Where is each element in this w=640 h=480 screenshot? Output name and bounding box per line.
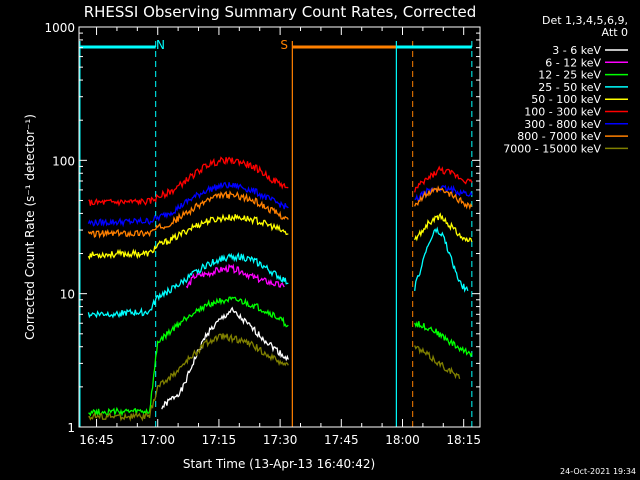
legend-entry-label: 50 - 100 keV — [531, 93, 601, 106]
legend-entry-label: 800 - 7000 keV — [517, 130, 601, 143]
x-tick-label: 17:30 — [263, 433, 298, 447]
legend-entry-label: 12 - 25 keV — [538, 69, 601, 82]
series-line — [161, 306, 289, 410]
series-line — [87, 181, 289, 228]
x-tick-label: 18:00 — [385, 433, 420, 447]
x-tick-label: 17:15 — [202, 433, 237, 447]
x-tick-label: 16:45 — [79, 433, 114, 447]
x-tick-label: 18:15 — [446, 433, 481, 447]
legend-header: Att 0 — [602, 26, 628, 39]
y-tick-label: 1 — [67, 421, 75, 435]
series-line — [87, 213, 289, 261]
legend-header: Det 1,3,4,5,6,9, — [542, 14, 628, 27]
series-line — [87, 251, 289, 319]
series-line — [414, 320, 473, 358]
series-line — [414, 226, 469, 293]
chart-title: RHESSI Observing Summary Count Rates, Co… — [84, 3, 477, 21]
series-line — [414, 184, 473, 202]
flag-label: S — [280, 38, 288, 52]
series-layer — [87, 156, 473, 422]
x-tick-label: 17:45 — [324, 433, 359, 447]
series-line — [185, 263, 285, 289]
series-line — [414, 165, 473, 193]
tick-layer: 16:45 17:00 17:15 17:30 17:45 18:00 18:15 1 10 10… — [44, 21, 481, 447]
plot-frame — [78, 26, 481, 428]
series-line — [88, 156, 289, 207]
legend-entry-label: 3 - 6 keV — [552, 44, 601, 57]
x-tick-label: 17:00 — [140, 433, 175, 447]
series-line — [88, 296, 289, 417]
x-axis-label: Start Time (13-Apr-13 16:40:42) — [183, 457, 375, 471]
y-axis-label: Corrected Count Rate (s⁻¹ detector⁻¹) — [23, 114, 37, 340]
legend-entry-label: 7000 - 15000 keV — [503, 142, 601, 155]
legend-entry-label: 6 - 12 keV — [545, 56, 601, 69]
y-tick-label: 1000 — [44, 21, 75, 35]
series-line — [88, 333, 289, 422]
y-tick-label: 10 — [60, 288, 75, 302]
series-line — [414, 212, 473, 243]
series-line — [414, 345, 461, 380]
legend-entry-label: 100 - 300 keV — [524, 106, 601, 119]
y-tick-label: 100 — [52, 154, 75, 168]
flag-label: N — [156, 38, 165, 52]
series-line — [414, 185, 473, 211]
footer-timestamp: 24-Oct-2021 19:34 — [560, 467, 636, 476]
series-line — [87, 190, 289, 239]
legend-entry-label: 300 - 800 keV — [524, 118, 601, 131]
legend-entry-label: 25 - 50 keV — [538, 81, 601, 94]
